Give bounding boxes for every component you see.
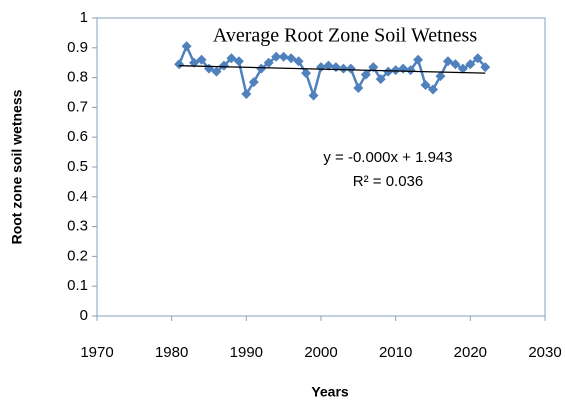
data-point	[233, 56, 244, 67]
data-point	[442, 56, 453, 67]
data-point	[480, 62, 491, 73]
x-tick-label: 2010	[379, 344, 412, 361]
data-point	[256, 63, 267, 74]
data-point	[345, 63, 356, 74]
data-point	[405, 65, 416, 76]
data-point	[383, 66, 394, 77]
x-tick-label: 2030	[528, 344, 561, 361]
data-point	[450, 59, 461, 70]
x-tick-label: 1970	[80, 344, 113, 361]
chart-title: Average Root Zone Soil Wetness	[213, 25, 477, 47]
x-tick-label: 1990	[230, 344, 263, 361]
y-tick-label: 0.4	[67, 188, 88, 205]
y-axis-label: Root zone soil wetness	[9, 89, 25, 244]
y-tick-label: 0.2	[67, 247, 88, 264]
x-tick-label: 1980	[155, 344, 188, 361]
y-tick-label: 0.6	[67, 128, 88, 145]
data-point	[368, 62, 379, 73]
data-point	[218, 60, 229, 71]
data-point	[174, 59, 185, 70]
y-tick-label: 0.9	[67, 39, 88, 56]
data-point	[271, 51, 282, 62]
data-point	[338, 63, 349, 74]
y-tick-label: 0.1	[67, 277, 88, 294]
data-point	[286, 53, 297, 64]
x-axis-label: Years	[311, 384, 349, 400]
y-tick-label: 1	[80, 9, 88, 26]
data-point	[375, 74, 386, 85]
y-tick-label: 0.8	[67, 69, 88, 86]
x-tick-label: 2020	[454, 344, 487, 361]
data-point	[308, 90, 319, 101]
data-point	[301, 68, 312, 79]
x-tick-label: 2000	[304, 344, 337, 361]
data-point	[241, 88, 252, 99]
data-line	[177, 43, 487, 100]
data-point	[465, 59, 476, 70]
r-squared: R² = 0.036	[353, 173, 423, 190]
data-point	[196, 54, 207, 65]
data-point	[398, 63, 409, 74]
data-point	[428, 84, 438, 95]
data-point	[457, 63, 468, 74]
y-tick-label: 0.3	[67, 218, 88, 235]
y-tick-label: 0	[80, 307, 88, 324]
data-point	[323, 60, 334, 71]
data-point	[413, 54, 424, 65]
trend-equation: y = -0.000x + 1.943	[323, 149, 452, 166]
y-tick-label: 0.7	[67, 98, 88, 115]
data-point	[293, 56, 304, 67]
data-point	[263, 57, 274, 68]
data-point	[181, 41, 192, 52]
data-point	[316, 62, 326, 73]
data-point	[278, 51, 289, 62]
data-point	[226, 53, 237, 64]
data-point	[360, 69, 371, 80]
data-point	[420, 80, 431, 91]
y-tick-label: 0.5	[67, 158, 88, 175]
trendline	[179, 65, 486, 74]
data-point	[390, 65, 401, 76]
data-point	[211, 66, 222, 77]
data-point	[435, 71, 446, 82]
data-point	[189, 57, 200, 68]
data-point	[330, 62, 341, 73]
data-point	[472, 53, 483, 64]
data-point	[248, 77, 259, 88]
data-point	[353, 83, 364, 94]
